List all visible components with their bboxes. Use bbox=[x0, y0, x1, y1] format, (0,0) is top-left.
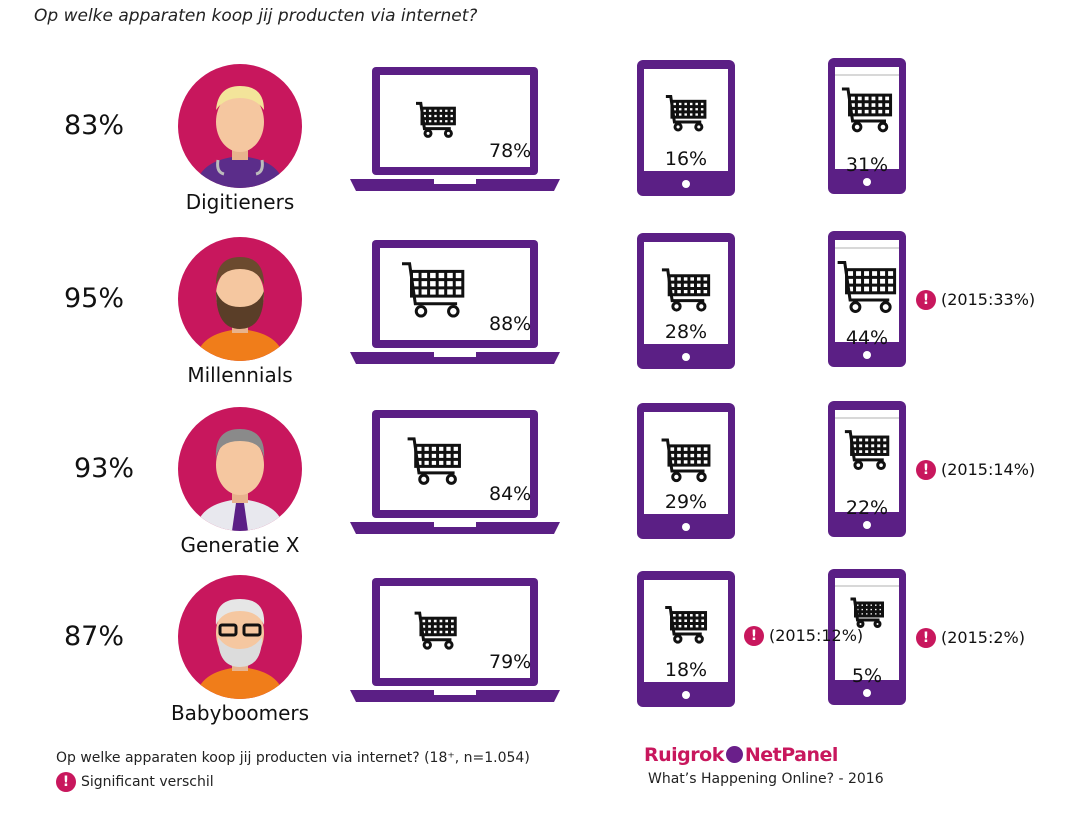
tablet-value: 16% bbox=[664, 148, 708, 170]
exclamation-icon: ! bbox=[916, 460, 936, 480]
smartphone-icon bbox=[828, 401, 906, 541]
generation-label: Generatie X bbox=[180, 533, 300, 557]
avatar-boom bbox=[178, 575, 302, 699]
brand-logo: Ruigrok NetPanel bbox=[644, 744, 838, 766]
total-percentage: 87% bbox=[64, 621, 125, 652]
generation-row: 93% Generatie X 84% 29% 22% bbox=[0, 398, 1074, 568]
shopping-cart-icon bbox=[837, 261, 897, 314]
generation-row: 87% Babyboomers 79% 18% 5% bbox=[0, 566, 1074, 736]
note-text: (2015:14%) bbox=[941, 460, 1036, 479]
avatar-digi bbox=[178, 64, 302, 188]
tablet-value: 18% bbox=[664, 659, 708, 681]
significance-note: ! (2015:14%) bbox=[916, 460, 1035, 480]
shopping-cart-icon bbox=[665, 94, 707, 132]
smartphone-icon bbox=[828, 58, 906, 198]
note-text: (2015:12%) bbox=[769, 626, 864, 645]
chart-title: Op welke apparaten koop jij producten vi… bbox=[34, 6, 478, 26]
shopping-cart-icon bbox=[665, 606, 708, 644]
tablet-icon bbox=[637, 60, 735, 200]
shopping-cart-icon bbox=[402, 262, 465, 318]
significance-note: ! (2015:12%) bbox=[744, 626, 863, 646]
laptop-value: 79% bbox=[489, 651, 532, 673]
total-percentage: 83% bbox=[64, 110, 125, 141]
generation-row: 95% Millennials 88% 28% 44% bbox=[0, 228, 1074, 398]
smartphone-value: 44% bbox=[845, 327, 889, 349]
avatar-mill bbox=[178, 237, 302, 361]
laptop-value: 88% bbox=[489, 313, 532, 335]
avatar-genx bbox=[178, 407, 302, 531]
tablet-icon bbox=[637, 403, 735, 543]
laptop-icon bbox=[350, 408, 560, 538]
shopping-cart-icon bbox=[661, 438, 711, 483]
exclamation-icon: ! bbox=[744, 626, 764, 646]
laptop-icon bbox=[350, 238, 560, 368]
total-percentage: 95% bbox=[64, 283, 125, 314]
smartphone-icon bbox=[828, 569, 906, 709]
footer-question: Op welke apparaten koop jij producten vi… bbox=[56, 750, 530, 766]
generation-row: 83% Digitieners 78% 16% 31% bbox=[0, 55, 1074, 225]
tablet-icon bbox=[637, 233, 735, 373]
tablet-value: 29% bbox=[664, 491, 708, 513]
smartphone-value: 31% bbox=[845, 154, 889, 176]
brand-circle-icon bbox=[725, 746, 743, 763]
exclamation-icon: ! bbox=[916, 628, 936, 648]
tablet-icon bbox=[637, 571, 735, 711]
shopping-cart-icon bbox=[841, 87, 893, 133]
shopping-cart-icon bbox=[844, 430, 890, 471]
smartphone-icon bbox=[828, 231, 906, 371]
legend: ! Significant verschil bbox=[56, 772, 214, 792]
note-text: (2015:33%) bbox=[941, 290, 1036, 309]
shopping-cart-icon bbox=[661, 268, 711, 312]
generation-label: Babyboomers bbox=[170, 701, 310, 725]
laptop-value: 84% bbox=[489, 483, 532, 505]
shopping-cart-icon bbox=[850, 597, 884, 628]
generation-label: Millennials bbox=[187, 363, 293, 387]
shopping-cart-icon bbox=[416, 101, 456, 138]
smartphone-value: 22% bbox=[845, 497, 889, 519]
exclamation-icon: ! bbox=[916, 290, 936, 310]
total-percentage: 93% bbox=[74, 453, 135, 484]
smartphone-value: 5% bbox=[851, 665, 883, 687]
exclamation-icon: ! bbox=[56, 772, 76, 792]
laptop-icon bbox=[350, 576, 560, 706]
shopping-cart-icon bbox=[414, 611, 457, 650]
tablet-value: 28% bbox=[664, 321, 708, 343]
laptop-value: 78% bbox=[489, 140, 532, 162]
generation-label: Digitieners bbox=[185, 190, 295, 214]
laptop-icon bbox=[350, 65, 560, 195]
note-text: (2015:2%) bbox=[941, 628, 1025, 647]
source-label: What’s Happening Online? - 2016 bbox=[648, 771, 884, 787]
legend-label: Significant verschil bbox=[81, 774, 214, 790]
significance-note: ! (2015:2%) bbox=[916, 628, 1025, 648]
brand-left: Ruigrok bbox=[644, 744, 724, 766]
significance-note: ! (2015:33%) bbox=[916, 290, 1035, 310]
shopping-cart-icon bbox=[407, 437, 461, 485]
brand-right: NetPanel bbox=[744, 744, 839, 766]
